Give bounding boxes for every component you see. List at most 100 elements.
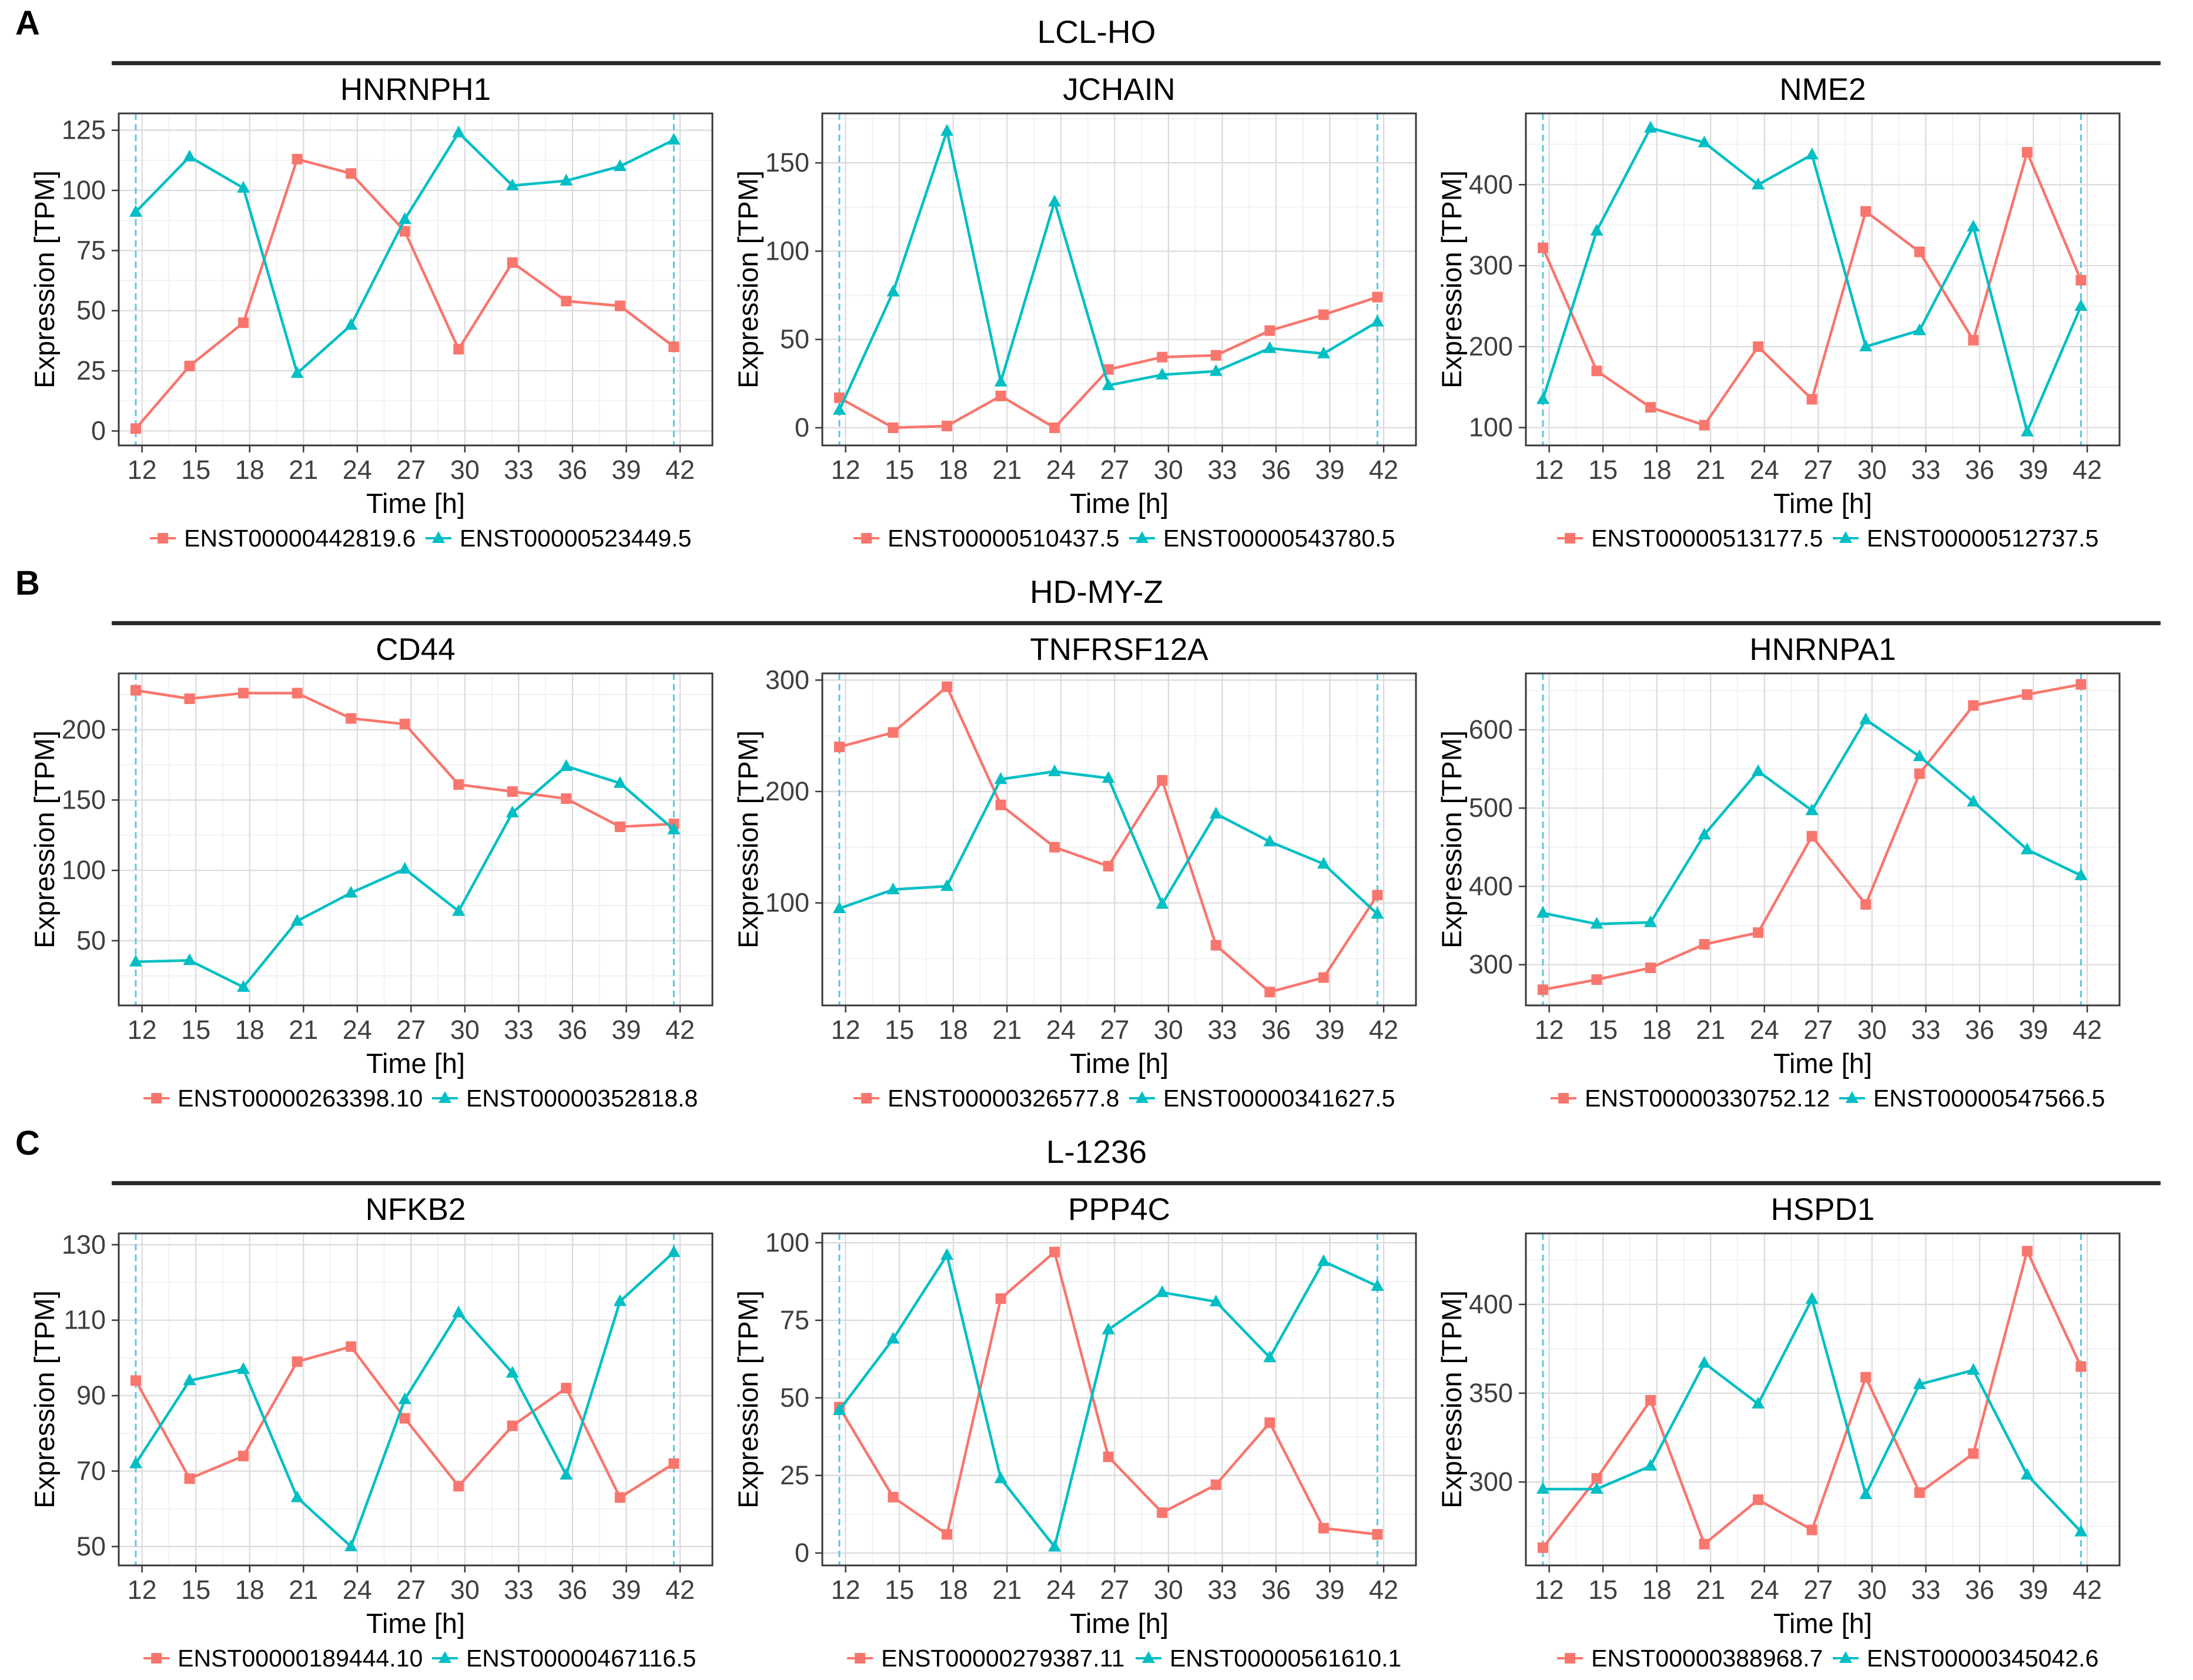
svg-text:70: 70 [76,1456,106,1485]
panel-c-charts-row: 12 15 18 21 24 27 30 33 36 39 42 50 70 90 110 130 NFKB2 T… [0,1189,2193,1680]
panel-b-label: B [15,564,40,602]
svg-text:400: 400 [1469,1289,1513,1319]
y-tick-labels: 50 70 90 110 130 [62,1229,106,1561]
chart-cell-nme2: 12 15 18 21 24 27 30 33 36 39 42 100 200 300 400 NME2 Ti… [1436,69,2134,560]
svg-text:75: 75 [780,1305,809,1335]
svg-text:36: 36 [558,455,587,485]
svg-text:100: 100 [765,236,809,266]
legend-label: ENST00000512737.5 [1867,525,2098,552]
svg-text:18: 18 [235,1575,265,1605]
legend: ENST00000388968.7 ENST00000345042.6 [1557,1645,2098,1672]
svg-text:33: 33 [1911,455,1940,485]
svg-text:0: 0 [91,415,106,445]
svg-text:18: 18 [235,455,265,485]
panel-b-rule [112,621,2161,625]
axis-ticks [1519,1303,2088,1572]
axis-ticks [815,162,1385,452]
legend-label: ENST00000263398.10 [178,1085,423,1112]
svg-text:130: 130 [62,1229,106,1259]
x-tick-labels: 12 15 18 21 24 27 30 33 36 39 42 [1535,455,2102,485]
svg-text:15: 15 [181,455,210,485]
svg-text:36: 36 [558,1575,587,1605]
series-red [1537,147,2087,431]
x-tick-labels: 12 15 18 21 24 27 30 33 36 39 42 [831,1575,1398,1605]
svg-text:27: 27 [396,1015,426,1045]
svg-text:24: 24 [1750,1575,1779,1605]
svg-text:39: 39 [612,1015,641,1045]
timepoint-vlines [1542,113,2082,445]
chart-title: PPP4C [1068,1192,1170,1227]
series-teal [832,124,1384,415]
legend-label: ENST00000513177.5 [1591,525,1823,552]
legend-label: ENST00000345042.6 [1867,1645,2098,1672]
legend-label: ENST00000510437.5 [888,525,1119,552]
series-teal [832,1248,1384,1552]
chart-cell-cd44: 12 15 18 21 24 27 30 33 36 39 42 50 100 150 200 CD44 Tim… [29,629,727,1120]
svg-text:15: 15 [1588,1575,1618,1605]
chart-title: HNRNPH1 [340,72,491,107]
svg-text:42: 42 [665,455,695,485]
chart-title: TNFRSF12A [1030,632,1208,667]
x-axis-label: Time [h] [366,1608,465,1639]
svg-text:27: 27 [1100,1575,1129,1605]
svg-text:42: 42 [2073,455,2102,485]
grid-minor [1526,673,2120,1005]
grid-minor [822,673,1416,1005]
series-red [130,153,679,434]
y-axis-label: Expression [TPM] [1438,730,1467,948]
x-axis-label: Time [h] [1070,488,1169,519]
svg-text:39: 39 [2019,1015,2048,1045]
y-tick-labels: 300 400 500 600 [1469,715,1513,980]
svg-text:39: 39 [1315,455,1345,485]
svg-text:15: 15 [1588,1015,1618,1045]
svg-text:33: 33 [504,1015,533,1045]
legend-label: ENST00000561610.1 [1170,1645,1401,1672]
chart-cell-hnrnpa1: 12 15 18 21 24 27 30 33 36 39 42 300 400 500 600 HNRNPA… [1436,629,2134,1120]
svg-text:39: 39 [1315,1015,1345,1045]
y-tick-labels: 0 25 50 75 100 125 [62,115,106,446]
svg-text:90: 90 [76,1380,106,1410]
chart-title: JCHAIN [1063,72,1175,107]
chart-title: HNRNPA1 [1749,632,1896,667]
svg-text:33: 33 [1207,455,1237,485]
panel-b-cell-line-title: HD-MY-Z [1029,574,1164,610]
svg-text:30: 30 [1154,1575,1183,1605]
chart-cell-tnfrsf12a: 12 15 18 21 24 27 30 33 36 39 42 100 200 300 TNFRSF12A… [732,629,1431,1120]
svg-text:300: 300 [1469,1467,1513,1497]
svg-text:24: 24 [1750,455,1779,485]
svg-text:24: 24 [343,1575,372,1605]
panel-c-label: C [15,1124,40,1162]
svg-text:18: 18 [1642,1575,1672,1605]
svg-text:30: 30 [1857,455,1887,485]
svg-text:21: 21 [289,1015,318,1045]
grid-major [119,1233,712,1565]
panel-a-header: A LCL-HO [0,0,2193,69]
svg-text:24: 24 [343,1015,372,1045]
panel-a-cell-line-title: LCL-HO [1037,14,1156,50]
svg-text:15: 15 [181,1575,210,1605]
series-red [833,681,1383,998]
chart-title: NFKB2 [366,1192,466,1227]
svg-text:12: 12 [128,1015,157,1045]
y-axis-label: Expression [TPM] [734,1290,764,1508]
chart-cell-hspd1: 12 15 18 21 24 27 30 33 36 39 42 300 350 400 HSPD1 Time… [1436,1189,2134,1680]
grid-major [822,113,1416,445]
series-red [130,685,679,832]
svg-text:18: 18 [939,455,968,485]
svg-text:21: 21 [1696,1575,1725,1605]
svg-text:400: 400 [1469,871,1513,901]
svg-text:350: 350 [1469,1378,1513,1408]
grid-major [119,113,712,445]
svg-text:25: 25 [780,1460,809,1490]
y-axis-label: Expression [TPM] [734,730,764,948]
legend: ENST00000189444.10 ENST00000467116.5 [143,1645,696,1672]
legend-label: ENST00000330752.12 [1585,1085,1830,1112]
svg-text:36: 36 [558,1015,587,1045]
chart-cell-nfkb2: 12 15 18 21 24 27 30 33 36 39 42 50 70 90 110 130 NFKB2 T… [29,1189,727,1680]
legend-label: ENST00000352818.8 [466,1085,698,1112]
timepoint-vlines [838,113,1378,445]
timepoint-vlines [838,673,1378,1005]
x-axis-label: Time [h] [1773,1608,1872,1639]
svg-text:39: 39 [612,1575,641,1605]
legend-label: ENST00000523449.5 [460,525,691,552]
